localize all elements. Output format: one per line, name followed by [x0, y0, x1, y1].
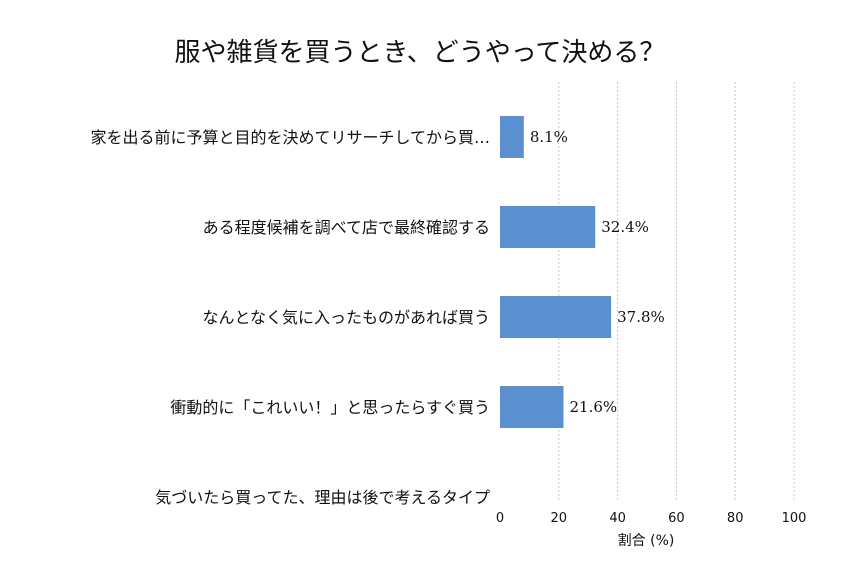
value-labels: 8.1% 32.4% 37.8% 21.6%	[530, 128, 665, 416]
x-tick-label: 20	[551, 511, 568, 526]
value-label: 21.6%	[570, 398, 618, 416]
bar	[500, 116, 524, 158]
bars	[500, 116, 612, 428]
category-label: ある程度候補を調べて店で最終確認する	[203, 218, 490, 237]
category-label: 気づいたら買ってた、理由は後で考えるタイプ	[155, 488, 490, 507]
value-label: 8.1%	[530, 128, 568, 146]
x-axis-title: 割合 (%)	[618, 532, 675, 549]
x-tick-label: 0	[496, 511, 504, 526]
x-tick-label: 100	[782, 511, 807, 526]
bar	[500, 206, 596, 248]
category-label: なんとなく気に入ったものがあれば買う	[202, 308, 490, 327]
value-label: 37.8%	[617, 308, 665, 326]
value-label: 32.4%	[601, 218, 649, 236]
category-label: 家を出る前に予算と目的を決めてリサーチしてから買…	[90, 128, 490, 147]
x-axis-ticks: 0 20 40 60 80 100	[496, 511, 807, 526]
gridlines	[558, 82, 795, 502]
chart-title: 服や雑貨を買うとき、どうやって決める？	[175, 38, 666, 68]
x-tick-label: 80	[727, 511, 744, 526]
x-tick-label: 40	[609, 511, 626, 526]
bar	[500, 296, 612, 338]
category-labels: 家を出る前に予算と目的を決めてリサーチしてから買… ある程度候補を調べて店で最終確…	[90, 128, 490, 507]
category-label: 衝動的に「これいい！」と思ったらすぐ買う	[170, 398, 490, 417]
x-tick-label: 60	[668, 511, 685, 526]
bar	[500, 386, 564, 428]
